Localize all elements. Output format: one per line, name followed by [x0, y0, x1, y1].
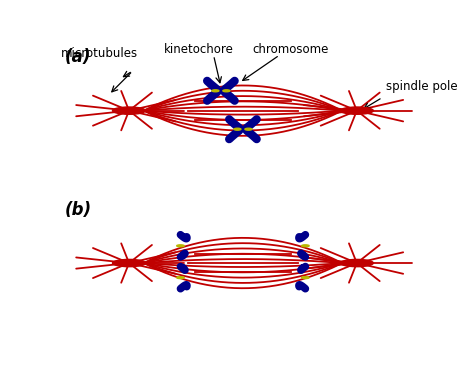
- Ellipse shape: [234, 128, 241, 130]
- Text: microtubules: microtubules: [61, 47, 138, 60]
- Ellipse shape: [301, 245, 309, 247]
- Ellipse shape: [340, 259, 374, 267]
- Ellipse shape: [301, 277, 309, 279]
- Text: chromosome: chromosome: [253, 43, 329, 56]
- Ellipse shape: [245, 128, 252, 130]
- Text: kinetochore: kinetochore: [164, 43, 234, 56]
- Ellipse shape: [212, 90, 219, 92]
- Text: spindle pole: spindle pole: [386, 80, 458, 94]
- Ellipse shape: [112, 107, 146, 114]
- Ellipse shape: [177, 277, 184, 279]
- Text: (a): (a): [65, 48, 91, 66]
- Ellipse shape: [177, 245, 184, 247]
- Ellipse shape: [223, 90, 230, 92]
- Ellipse shape: [112, 259, 146, 267]
- Text: (b): (b): [65, 201, 92, 219]
- Ellipse shape: [340, 107, 374, 114]
